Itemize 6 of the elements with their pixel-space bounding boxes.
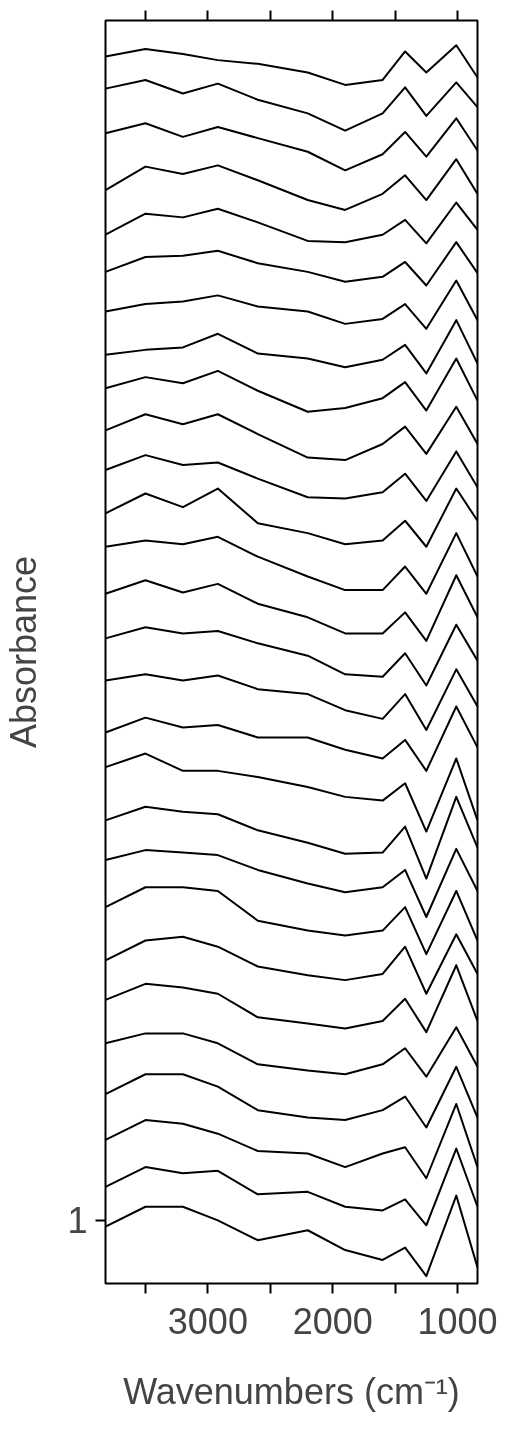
x-axis-title: Wavenumbers (cm⁻¹) <box>123 1370 460 1412</box>
y-axis-title: Absorbance <box>3 555 45 749</box>
x-tick-label: 1000 <box>417 1300 498 1342</box>
text: 1 <box>67 1200 88 1242</box>
x-tick-label: 2000 <box>292 1300 373 1342</box>
x-tick-label: 3000 <box>167 1300 248 1342</box>
